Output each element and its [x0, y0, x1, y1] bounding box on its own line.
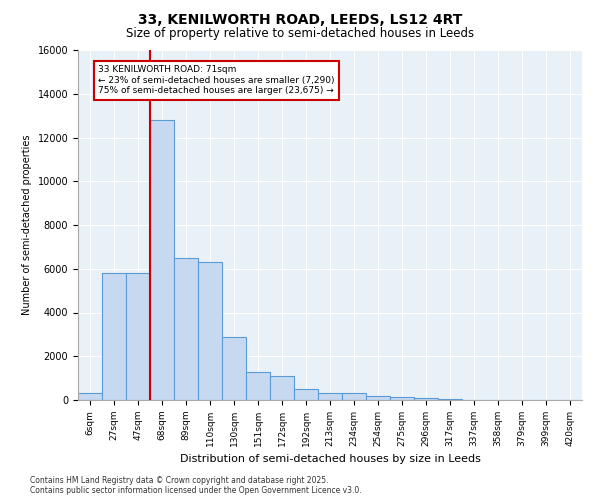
- Bar: [126, 273, 150, 400]
- Bar: [78, 394, 102, 400]
- Bar: [270, 376, 294, 400]
- Bar: [198, 262, 222, 400]
- Bar: [366, 396, 390, 400]
- Bar: [318, 394, 342, 400]
- Bar: [390, 396, 414, 400]
- Text: 33, KENILWORTH ROAD, LEEDS, LS12 4RT: 33, KENILWORTH ROAD, LEEDS, LS12 4RT: [138, 12, 462, 26]
- Bar: [102, 273, 126, 400]
- Y-axis label: Number of semi-detached properties: Number of semi-detached properties: [22, 134, 32, 316]
- Bar: [246, 372, 270, 400]
- Bar: [222, 336, 246, 400]
- Text: Contains HM Land Registry data © Crown copyright and database right 2025.
Contai: Contains HM Land Registry data © Crown c…: [30, 476, 362, 495]
- Bar: [342, 394, 366, 400]
- Text: Size of property relative to semi-detached houses in Leeds: Size of property relative to semi-detach…: [126, 28, 474, 40]
- Bar: [414, 398, 438, 400]
- Bar: [174, 258, 198, 400]
- Text: 33 KENILWORTH ROAD: 71sqm
← 23% of semi-detached houses are smaller (7,290)
75% : 33 KENILWORTH ROAD: 71sqm ← 23% of semi-…: [98, 66, 335, 95]
- Bar: [294, 389, 318, 400]
- X-axis label: Distribution of semi-detached houses by size in Leeds: Distribution of semi-detached houses by …: [179, 454, 481, 464]
- Bar: [150, 120, 174, 400]
